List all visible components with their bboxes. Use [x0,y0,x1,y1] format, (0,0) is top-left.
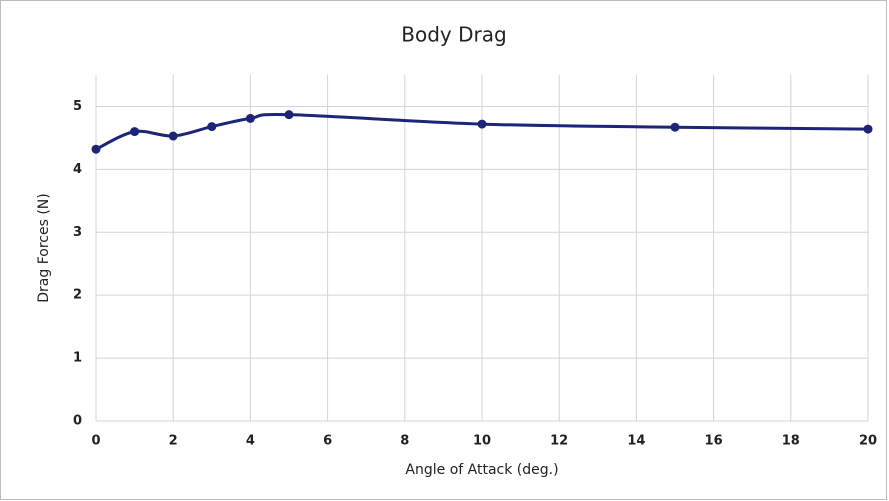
x-tick-label: 14 [627,434,645,449]
x-tick-label: 2 [169,434,178,449]
x-tick-label: 12 [550,434,568,449]
x-axis-label: Angle of Attack (deg.) [405,462,558,478]
data-point [284,110,294,120]
data-point [477,119,487,129]
data-point [863,124,873,134]
y-tick-label: 1 [73,351,82,366]
y-tick-label: 4 [73,162,82,177]
x-tick-label: 6 [323,434,332,449]
data-point [91,144,101,154]
x-tick-label: 0 [91,434,100,449]
y-tick-label: 5 [73,99,82,114]
x-tick-label: 20 [859,434,877,449]
x-tick-label: 10 [473,434,491,449]
x-tick-label: 18 [782,434,800,449]
data-point [168,131,178,141]
data-point [130,127,140,137]
data-point [245,113,255,123]
y-tick-label: 3 [73,225,82,240]
x-tick-label: 8 [400,434,409,449]
x-tick-label: 4 [246,434,255,449]
data-point [207,122,217,132]
y-tick-label: 2 [73,288,82,303]
chart-title: Body Drag [401,23,506,47]
x-tick-label: 16 [705,434,723,449]
y-axis-label: Drag Forces (N) [36,193,52,302]
y-tick-label: 0 [73,414,82,429]
data-point [670,122,680,132]
